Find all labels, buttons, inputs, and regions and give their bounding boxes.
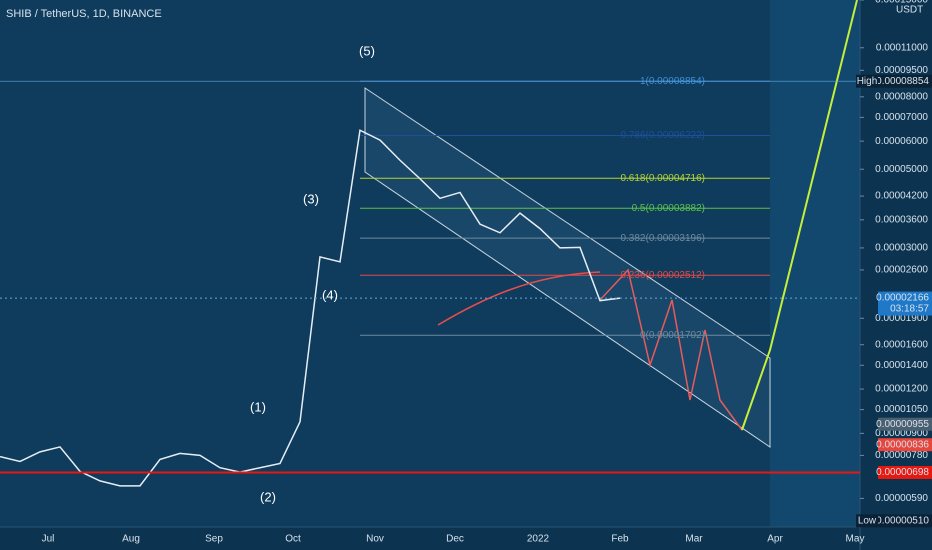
price-badge <box>878 514 932 528</box>
time-axis <box>0 527 860 550</box>
x-tick-label: Apr <box>767 534 783 545</box>
x-tick-label: Jul <box>42 534 55 545</box>
fib-label: 0.382(0.00003196) <box>620 233 705 244</box>
x-tick-label: Nov <box>366 534 384 545</box>
price-badge-label: 0.00000698 <box>876 467 929 478</box>
wave-label: (4) <box>322 287 338 302</box>
target-line <box>741 0 858 431</box>
x-tick-label: Aug <box>122 534 140 545</box>
y-tick-label: 0.00001050 <box>875 404 928 415</box>
x-tick-label: Sep <box>205 534 223 545</box>
y-tick-label: 0.00001900 <box>875 313 928 324</box>
y-tick-label: 0.00000590 <box>875 493 928 504</box>
chart-title: SHIB / TetherUS, 1D, BINANCE <box>6 8 162 20</box>
y-tick-label: 0.00003000 <box>875 243 928 254</box>
countdown: 03:18:57 <box>890 304 929 315</box>
price-badge <box>878 466 932 480</box>
price-line <box>0 129 621 487</box>
moving-average <box>437 271 601 326</box>
price-badge <box>878 417 932 431</box>
y-tick-label: 0.00005000 <box>875 164 928 175</box>
wave-label: (2) <box>260 489 276 504</box>
x-tick-label: 2022 <box>527 534 550 545</box>
y-tick-label: 0.00006000 <box>875 136 928 147</box>
wave-label: (1) <box>250 399 266 414</box>
price-badge <box>878 291 932 316</box>
y-tick-label: 0.00001600 <box>875 339 928 350</box>
fib-label: 0.786(0.00006222) <box>620 130 705 141</box>
y-tick-label: 0.00003600 <box>875 214 928 225</box>
y-tick-label: 0.00002600 <box>875 265 928 276</box>
badge-tag-label: Low <box>858 515 877 526</box>
y-tick-label: 0.00001200 <box>875 384 928 395</box>
wave-label: (3) <box>303 191 319 206</box>
currency: USDT <box>896 5 923 16</box>
y-tick-label: 0.00000780 <box>875 450 928 461</box>
price-badge-label: 0.00000836 <box>876 439 929 450</box>
fib-label: 0(0.00001702) <box>640 330 705 341</box>
y-tick-label: 0.00009500 <box>875 65 928 76</box>
price-badge-label: 0.00000955 <box>876 419 929 430</box>
y-tick-label: 0.00008000 <box>875 91 928 102</box>
price-badge <box>878 74 932 88</box>
price-badge-label: 0.00002166 <box>876 293 929 304</box>
y-tick-label: 0.00007000 <box>875 112 928 123</box>
y-tick-label: 0.00004200 <box>875 191 928 202</box>
fib-label: 0.5(0.00003882) <box>632 203 705 214</box>
x-tick-label: May <box>846 534 865 545</box>
profile-area <box>770 0 860 527</box>
fib-label: 0.236(0.00002512) <box>620 270 705 281</box>
x-tick-label: Feb <box>611 534 629 545</box>
fib-label: 0.618(0.00004716) <box>620 173 705 184</box>
y-tick-label: 0.00015000 <box>875 0 928 6</box>
price-badge-label: 0.00008854 <box>876 76 929 87</box>
badge-tag <box>856 74 878 88</box>
x-tick-label: Dec <box>446 534 464 545</box>
projection <box>599 268 743 431</box>
price-badge-label: 0.00000510 <box>876 515 929 526</box>
badge-tag <box>856 514 878 528</box>
wave-label: (5) <box>359 43 375 58</box>
x-tick-label: Oct <box>285 534 301 545</box>
price-axis <box>860 0 932 550</box>
y-tick-label: 0.00000900 <box>875 428 928 439</box>
y-tick-label: 0.00001400 <box>875 360 928 371</box>
y-tick-label: 0.00011000 <box>876 42 929 53</box>
x-tick-label: Mar <box>685 534 703 545</box>
badge-tag-label: High <box>857 76 878 87</box>
price-badge <box>878 438 932 452</box>
